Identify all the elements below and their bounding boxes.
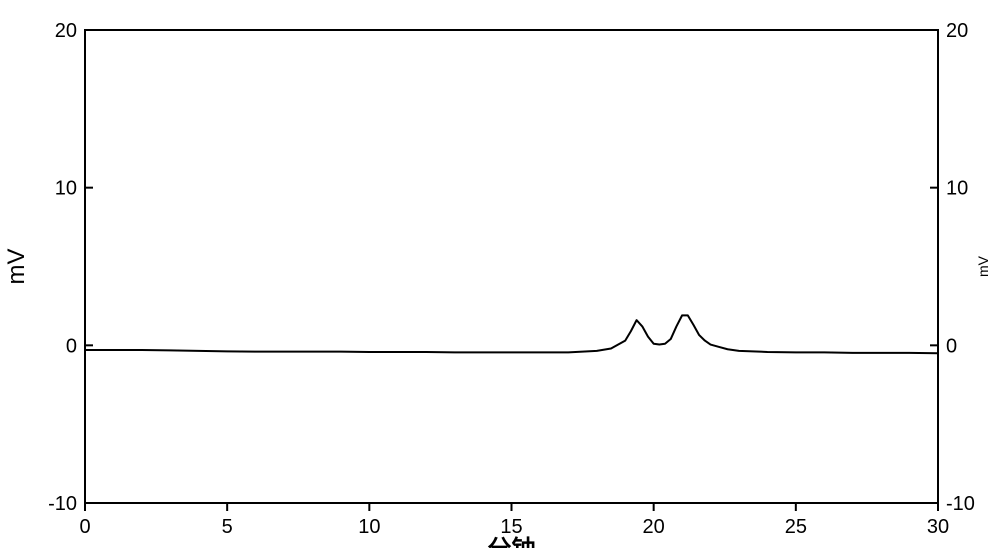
svg-text:20: 20	[946, 20, 968, 42]
svg-text:0: 0	[946, 335, 957, 357]
svg-text:25: 25	[785, 516, 807, 538]
svg-text:30: 30	[927, 516, 949, 538]
svg-text:5: 5	[222, 516, 233, 538]
svg-text:-10: -10	[946, 493, 975, 515]
svg-text:20: 20	[55, 20, 77, 42]
svg-text:mV: mV	[975, 255, 991, 277]
svg-text:10: 10	[358, 516, 380, 538]
svg-text:20: 20	[643, 516, 665, 538]
chart-svg: 051015202530-1001020-1001020分钟mVmV	[0, 0, 1000, 548]
svg-text:15: 15	[500, 516, 522, 538]
svg-text:0: 0	[79, 516, 90, 538]
svg-text:-10: -10	[48, 493, 77, 515]
svg-text:mV: mV	[3, 249, 30, 285]
svg-text:10: 10	[946, 178, 968, 200]
chromatogram-chart: 051015202530-1001020-1001020分钟mVmV	[0, 0, 1000, 548]
svg-text:分钟: 分钟	[488, 536, 536, 548]
svg-text:10: 10	[55, 178, 77, 200]
svg-text:0: 0	[66, 335, 77, 357]
